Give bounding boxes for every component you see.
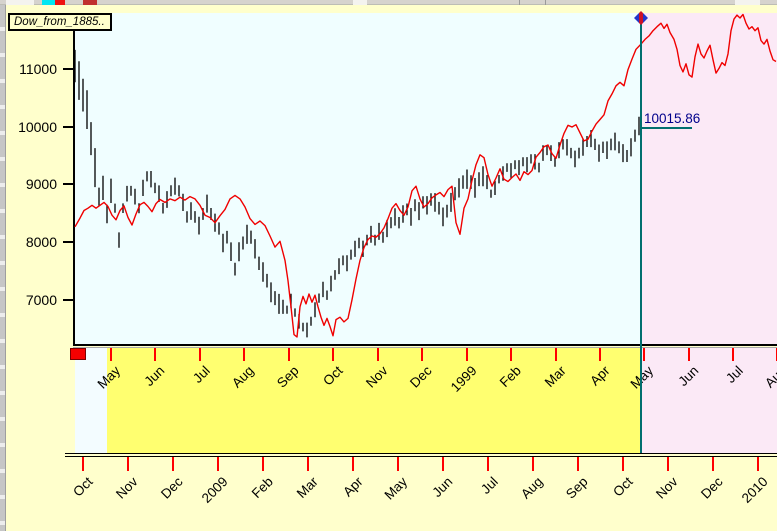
bottom-axis-line [65, 453, 777, 454]
bottom-axis-line [65, 456, 777, 457]
toolbar-button-fragment[interactable] [353, 0, 367, 5]
mid-axis-band-lead [75, 348, 107, 453]
mid-axis-band-highlight [107, 348, 641, 453]
last-price-underline [640, 127, 692, 129]
time-cursor-line[interactable] [640, 12, 642, 453]
cursor-diamond-marker[interactable] [634, 11, 648, 25]
plot-bottom-shadow [73, 347, 777, 348]
document-tab[interactable]: Dow_from_1885.. [8, 13, 112, 31]
analog-line-series [74, 13, 777, 338]
toolbar-cyan-icon[interactable] [42, 0, 55, 5]
toolbar-red-icon[interactable] [55, 0, 65, 5]
toolbar-maroon-icon[interactable] [83, 0, 97, 5]
toolbar-separator [519, 0, 520, 5]
ohlc-bars-series [74, 49, 640, 338]
plot-area-history [73, 13, 641, 344]
left-scrollbar[interactable] [0, 5, 6, 531]
plot-area-projection [641, 13, 777, 344]
toolbar-button-fragment[interactable] [735, 0, 760, 5]
y-axis-line [73, 13, 75, 345]
mid-axis-band-projection [641, 348, 777, 453]
plot-bottom-border [73, 344, 777, 346]
overlay-drag-handle[interactable] [70, 348, 86, 360]
toolbar-separator [545, 0, 546, 5]
toolbar-strip [0, 0, 777, 5]
toolbar-button-fragment[interactable] [6, 0, 34, 5]
last-price-callout: 10015.86 [644, 111, 701, 126]
